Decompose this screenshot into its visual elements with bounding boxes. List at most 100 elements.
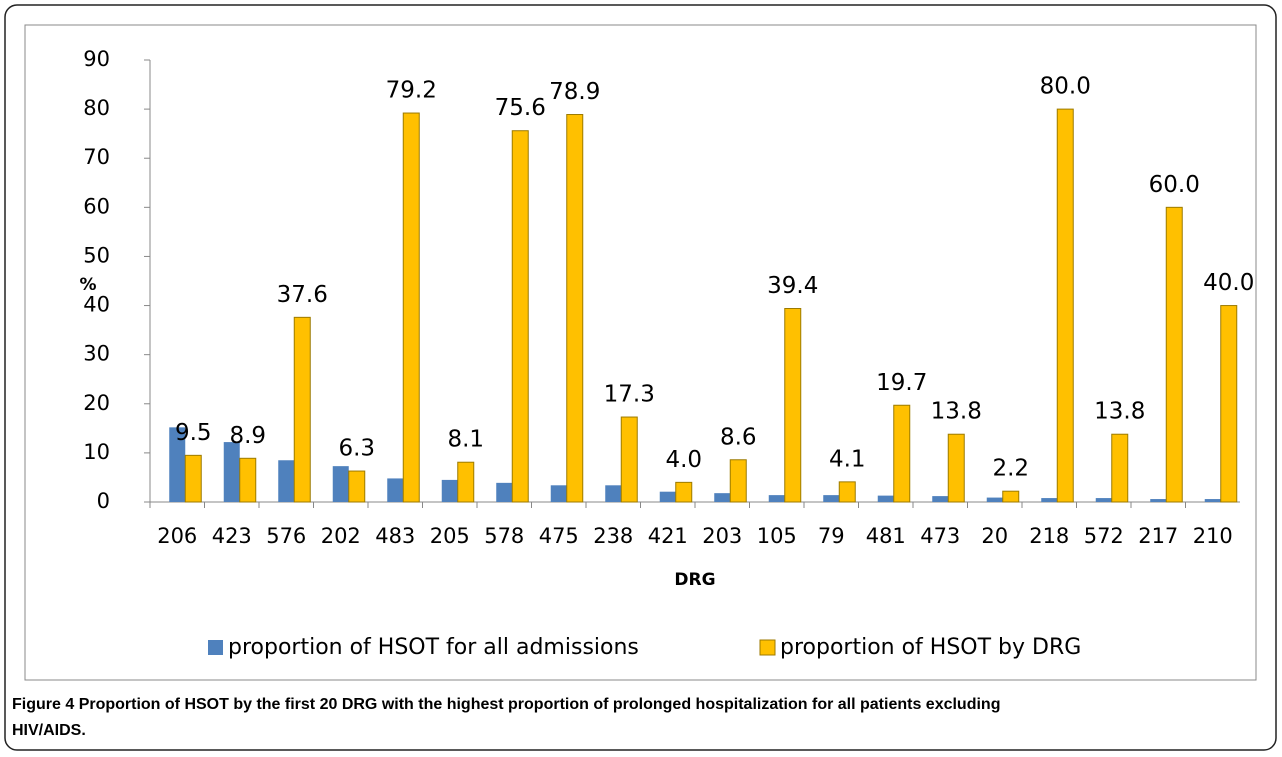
bar — [838, 481, 856, 503]
x-tick-label: 203 — [702, 524, 742, 548]
bar — [1002, 490, 1020, 503]
bar — [714, 493, 731, 502]
data-label: 4.1 — [829, 446, 866, 472]
data-label: 8.6 — [720, 424, 757, 450]
x-tick-label: 210 — [1193, 524, 1233, 548]
data-label: 13.8 — [1094, 399, 1145, 425]
legend-label: proportion of HSOT by DRG — [780, 635, 1081, 660]
bar — [1041, 498, 1058, 502]
x-tick-label: 421 — [648, 524, 688, 548]
legend-label: proportion of HSOT for all admissions — [228, 635, 639, 660]
bar — [239, 457, 257, 503]
x-tick-label: 205 — [430, 524, 470, 548]
bar — [184, 454, 202, 503]
bar — [511, 130, 529, 503]
bar — [768, 495, 785, 502]
bar — [1220, 305, 1238, 503]
y-tick-label: 50 — [83, 243, 110, 267]
data-label: 60.0 — [1149, 172, 1200, 198]
data-label: 2.2 — [992, 456, 1029, 482]
bar — [986, 497, 1003, 502]
x-tick-label: 473 — [920, 524, 960, 548]
data-label: 8.9 — [229, 423, 266, 449]
bar — [823, 495, 840, 502]
x-tick-label: 483 — [375, 524, 415, 548]
x-tick-label: 238 — [593, 524, 633, 548]
bar — [932, 496, 949, 502]
bar — [169, 427, 186, 502]
y-tick-label: 10 — [83, 440, 110, 464]
y-tick-label: 60 — [83, 194, 110, 218]
y-tick-label: 30 — [83, 342, 110, 366]
bar — [659, 491, 676, 502]
bar — [877, 495, 894, 502]
x-tick-label: 475 — [539, 524, 579, 548]
data-label: 17.3 — [604, 382, 655, 408]
data-label: 9.5 — [175, 420, 212, 446]
x-tick-label: 202 — [321, 524, 361, 548]
bar — [1204, 499, 1221, 502]
data-label: 37.6 — [277, 282, 328, 308]
bar — [729, 459, 747, 503]
y-tick-label: 70 — [83, 145, 110, 169]
data-label: 8.1 — [447, 427, 484, 453]
y-tick-label: 0 — [97, 489, 110, 513]
x-axis-label: DRG — [674, 570, 715, 590]
legend-swatch — [759, 639, 776, 656]
data-label: 75.6 — [495, 95, 546, 121]
bar — [387, 478, 404, 502]
bar — [620, 416, 638, 503]
x-tick-label: 481 — [866, 524, 906, 548]
data-label: 78.9 — [549, 79, 600, 105]
data-label: 79.2 — [386, 78, 437, 104]
bar — [223, 442, 240, 502]
data-label: 6.3 — [338, 436, 375, 462]
x-tick-label: 423 — [212, 524, 252, 548]
bar — [550, 485, 567, 502]
bar — [278, 460, 295, 502]
y-tick-label: 80 — [83, 96, 110, 120]
bar — [293, 316, 311, 503]
y-axis-label: % — [79, 275, 96, 295]
data-label: 4.0 — [665, 447, 702, 473]
caption: Figure 4 Proportion of HSOT by the first… — [12, 696, 1000, 713]
bar — [566, 114, 584, 503]
x-tick-label: 79 — [818, 524, 845, 548]
data-label: 39.4 — [767, 273, 818, 299]
figure-frame — [4, 4, 1277, 751]
bar — [348, 470, 366, 503]
bar — [496, 482, 513, 502]
bar — [332, 466, 349, 502]
bar — [784, 308, 802, 503]
bar — [1095, 498, 1112, 502]
data-label: 80.0 — [1040, 74, 1091, 100]
chart-frame — [24, 24, 1257, 681]
bar — [1111, 433, 1129, 503]
data-label: 13.8 — [931, 399, 982, 425]
x-tick-label: 572 — [1084, 524, 1124, 548]
bar — [402, 112, 420, 503]
bar — [675, 481, 693, 503]
x-tick-label: 206 — [157, 524, 197, 548]
data-label: 19.7 — [876, 370, 927, 396]
x-tick-label: 217 — [1138, 524, 1178, 548]
legend-swatch — [208, 640, 223, 655]
bar — [893, 404, 911, 503]
y-tick-label: 40 — [83, 293, 110, 317]
y-tick-label: 90 — [83, 47, 110, 71]
bar — [457, 461, 475, 503]
bar — [1150, 499, 1167, 502]
caption-label: Figure 4 — [12, 696, 74, 713]
x-tick-label: 105 — [757, 524, 797, 548]
bar — [1165, 206, 1183, 503]
caption-text: Proportion of HSOT by the first 20 DRG w… — [79, 696, 1001, 713]
x-tick-label: 20 — [981, 524, 1008, 548]
bar — [605, 485, 622, 502]
bar — [947, 433, 965, 503]
caption-text: HIV/AIDS. — [12, 722, 86, 739]
x-tick-label: 218 — [1029, 524, 1069, 548]
bar — [441, 479, 458, 502]
x-tick-label: 576 — [266, 524, 306, 548]
bar — [1056, 108, 1074, 503]
